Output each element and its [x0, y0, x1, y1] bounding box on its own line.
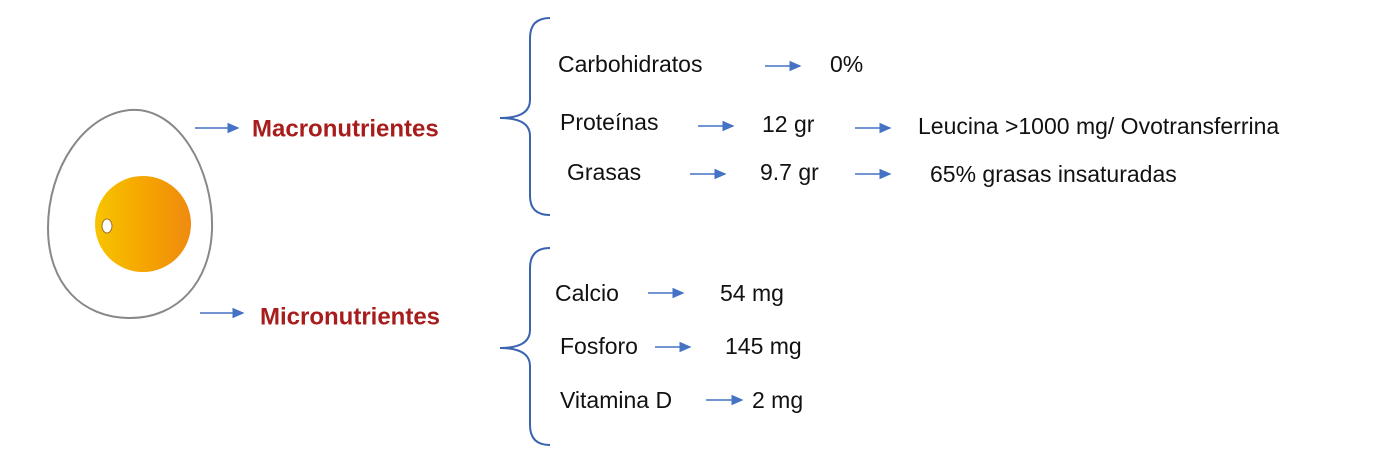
item-name: Calcio — [555, 280, 619, 306]
item-name: Fosforo — [560, 333, 638, 359]
item-detail: 65% grasas insaturadas — [930, 161, 1177, 187]
group-label: Macronutrientes — [252, 115, 439, 142]
item-amount: 0% — [830, 51, 863, 77]
item-amount: 12 gr — [762, 111, 815, 137]
item-amount: 2 mg — [752, 387, 803, 413]
item-amount: 145 mg — [725, 333, 802, 359]
brace — [499, 247, 551, 446]
item-amount: 9.7 gr — [760, 159, 819, 185]
item-name: Vitamina D — [560, 387, 672, 413]
item-amount: 54 mg — [720, 280, 784, 306]
brace — [499, 17, 551, 216]
group-label: Micronutrientes — [260, 303, 440, 330]
item-name: Grasas — [567, 159, 641, 185]
item-name: Carbohidratos — [558, 51, 702, 77]
item-detail: Leucina >1000 mg/ Ovotransferrina — [918, 113, 1279, 139]
item-name: Proteínas — [560, 109, 658, 135]
egg-illustration — [46, 108, 214, 320]
